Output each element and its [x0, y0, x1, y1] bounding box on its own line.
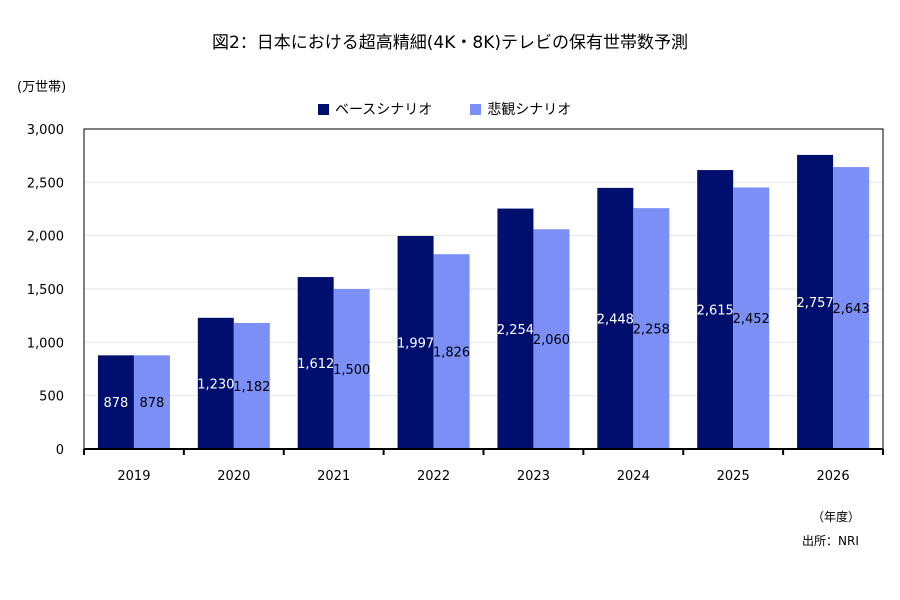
y-tick-label: 1,500	[27, 283, 64, 298]
bar-label-pessimistic: 878	[140, 396, 165, 411]
legend: ベースシナリオ 悲観シナリオ	[318, 99, 609, 119]
bar-pessimistic	[833, 167, 870, 449]
bar-pessimistic	[333, 289, 370, 449]
x-tick-label: 2025	[717, 469, 750, 484]
bar-base	[497, 208, 534, 449]
y-tick-label: 2,500	[27, 176, 64, 191]
legend-item-pessimistic: 悲観シナリオ	[470, 99, 571, 119]
bar-label-base: 1,997	[397, 336, 434, 351]
bar-pessimistic	[633, 208, 670, 449]
x-tick-label: 2021	[317, 469, 350, 484]
bar-pessimistic	[233, 322, 270, 449]
y-axis-label: (万世帯)	[17, 80, 67, 95]
bar-label-base: 2,254	[497, 323, 534, 338]
bar-base	[597, 187, 634, 449]
bar-label-base: 1,230	[197, 377, 234, 392]
x-tick-label: 2019	[117, 469, 150, 484]
bar-base	[297, 277, 334, 449]
bar-base	[697, 170, 734, 450]
legend-item-base: ベースシナリオ	[318, 99, 432, 119]
chart-title: 図2：日本における超高精細(4K・8K)テレビの保有世帯数予測	[211, 33, 688, 53]
bar-pessimistic	[133, 355, 170, 449]
bar-pessimistic	[533, 229, 570, 449]
source-note: 出所：NRI	[802, 534, 859, 548]
x-tick-label: 2026	[817, 469, 850, 484]
legend-swatch-base	[318, 103, 329, 115]
bar-label-base: 2,615	[697, 304, 734, 319]
legend-label-base: ベースシナリオ	[335, 102, 433, 118]
bar-label-pessimistic: 1,500	[333, 363, 370, 378]
x-axis-unit-label: （年度）	[812, 510, 861, 524]
bar-label-pessimistic: 2,258	[633, 323, 670, 338]
x-tick-label: 2023	[517, 469, 550, 484]
bar-label-base: 2,757	[796, 296, 833, 311]
legend-swatch-pessimistic	[470, 103, 482, 115]
bar-label-pessimistic: 2,643	[832, 302, 869, 317]
y-tick-label: 2,000	[27, 230, 64, 245]
bar-pessimistic	[733, 187, 770, 449]
bar-label-pessimistic: 1,182	[233, 380, 270, 395]
x-tick-label: 2022	[417, 469, 450, 484]
x-tick-label: 2020	[217, 469, 250, 484]
y-tick-label: 500	[39, 390, 64, 405]
bar-label-base: 1,612	[297, 357, 334, 372]
bar-label-pessimistic: 1,826	[433, 346, 470, 361]
bar-label-pessimistic: 2,452	[733, 312, 770, 327]
bar-pessimistic	[433, 254, 470, 449]
bar-base	[397, 235, 434, 449]
y-tick-label: 3,000	[27, 123, 64, 138]
bar-label-base: 878	[104, 396, 129, 411]
bar-base	[197, 317, 234, 449]
x-tick-label: 2024	[617, 469, 650, 484]
y-tick-label: 1,000	[27, 336, 64, 351]
legend-label-pessimistic: 悲観シナリオ	[487, 102, 572, 118]
bar-base	[797, 154, 834, 450]
bar-base	[97, 355, 134, 449]
bar-label-base: 2,448	[597, 312, 634, 327]
y-tick-label: 0	[56, 443, 64, 458]
bar-label-pessimistic: 2,060	[533, 333, 570, 348]
